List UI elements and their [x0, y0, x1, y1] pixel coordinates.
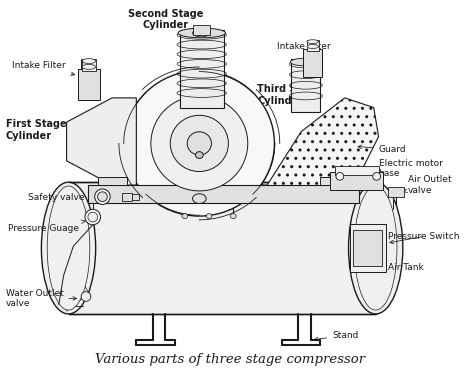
Ellipse shape — [151, 96, 248, 191]
Ellipse shape — [336, 172, 344, 180]
Bar — [69, 182, 376, 314]
Bar — [307, 40, 319, 51]
Polygon shape — [257, 98, 379, 195]
Ellipse shape — [82, 59, 96, 64]
Bar — [98, 177, 127, 185]
Bar — [330, 172, 383, 190]
Bar — [354, 230, 383, 266]
Text: Third Stage
Cylinder: Third Stage Cylinder — [257, 84, 322, 106]
Text: Guard: Guard — [358, 145, 406, 154]
Ellipse shape — [95, 189, 110, 205]
Bar — [320, 177, 349, 185]
Ellipse shape — [170, 115, 228, 172]
Text: Safety valve: Safety valve — [28, 193, 94, 202]
Ellipse shape — [230, 214, 236, 218]
Ellipse shape — [88, 212, 98, 222]
Bar — [82, 59, 96, 71]
Ellipse shape — [98, 192, 107, 202]
Bar — [122, 193, 131, 200]
Ellipse shape — [187, 132, 211, 155]
Text: Stand: Stand — [314, 331, 358, 341]
Bar — [88, 185, 359, 202]
Text: Intake Filter: Intake Filter — [277, 42, 330, 54]
Text: Air Tank: Air Tank — [363, 263, 424, 272]
Bar — [349, 224, 386, 272]
Ellipse shape — [81, 292, 91, 301]
Ellipse shape — [192, 29, 210, 37]
Bar — [180, 30, 224, 108]
Bar — [192, 25, 210, 35]
Ellipse shape — [195, 151, 203, 159]
Bar — [335, 166, 379, 175]
Ellipse shape — [355, 186, 397, 310]
Ellipse shape — [124, 71, 274, 216]
Ellipse shape — [82, 64, 96, 69]
Bar — [303, 49, 322, 77]
Ellipse shape — [307, 45, 319, 49]
Bar — [131, 194, 139, 200]
Text: First Stage
Cylinder: First Stage Cylinder — [6, 119, 75, 141]
Text: Various parts of three stage compressor: Various parts of three stage compressor — [95, 353, 365, 366]
Bar — [292, 59, 320, 113]
Text: Second Stage
Cylinder: Second Stage Cylinder — [128, 9, 203, 35]
Ellipse shape — [41, 182, 96, 314]
Ellipse shape — [291, 58, 321, 66]
Ellipse shape — [47, 186, 90, 310]
Ellipse shape — [182, 214, 188, 218]
Text: Electric motor
base: Electric motor base — [363, 159, 442, 178]
Ellipse shape — [307, 40, 319, 44]
Text: Intake Filter: Intake Filter — [12, 61, 75, 76]
Text: Air Outlet
valve: Air Outlet valve — [404, 175, 451, 195]
Ellipse shape — [178, 28, 226, 38]
Text: Water Outlet
valve: Water Outlet valve — [6, 289, 76, 308]
Ellipse shape — [206, 214, 212, 218]
Ellipse shape — [373, 172, 381, 180]
Text: Pressure Switch: Pressure Switch — [388, 232, 460, 244]
Ellipse shape — [85, 209, 100, 225]
Bar — [78, 69, 100, 100]
Polygon shape — [66, 98, 137, 185]
Text: Pressure Guage: Pressure Guage — [9, 220, 85, 233]
Ellipse shape — [192, 194, 206, 203]
Ellipse shape — [348, 182, 403, 314]
Bar — [388, 187, 404, 197]
